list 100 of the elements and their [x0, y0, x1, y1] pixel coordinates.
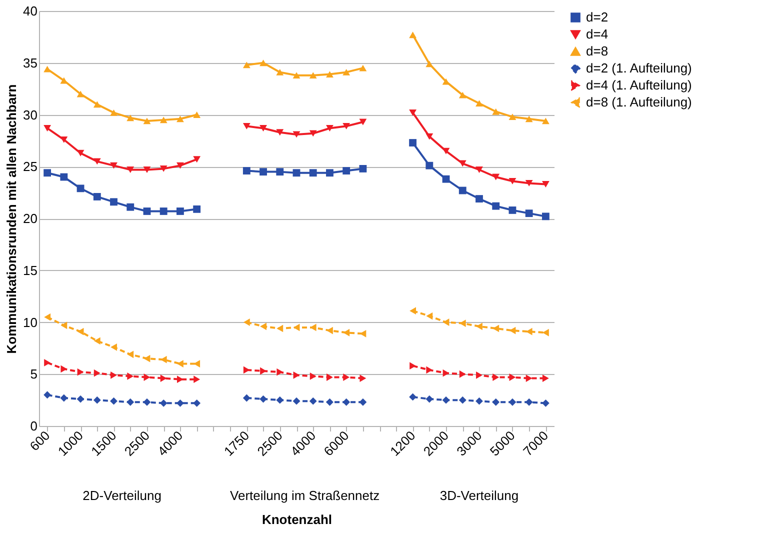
legend-label: d=8: [586, 44, 608, 58]
point: [110, 371, 117, 379]
point: [492, 108, 500, 115]
point: [542, 399, 550, 407]
point: [242, 122, 250, 130]
point: [77, 368, 84, 376]
y-tick-label: 35: [23, 55, 38, 70]
point: [160, 165, 168, 172]
point: [326, 169, 334, 177]
point: [342, 167, 350, 174]
point: [426, 133, 434, 140]
legend-label: d=4 (1. Aufteilung): [586, 78, 692, 92]
point: [542, 118, 550, 124]
point: [492, 324, 500, 332]
point: [260, 395, 267, 403]
point: [525, 398, 533, 406]
point: [326, 71, 334, 78]
point: [442, 318, 450, 326]
point: [260, 60, 267, 66]
point: [476, 371, 482, 379]
point: [177, 360, 184, 368]
point: [343, 374, 350, 381]
point: [243, 366, 250, 374]
point: [410, 362, 416, 370]
point: [276, 168, 284, 176]
point: [293, 371, 300, 379]
point: [359, 164, 367, 172]
point: [127, 350, 134, 358]
point: [242, 62, 250, 68]
point: [476, 100, 483, 107]
point: [360, 374, 366, 382]
point: [143, 118, 151, 124]
y-tick-label: 0: [30, 418, 38, 434]
point: [442, 175, 450, 183]
point: [94, 369, 100, 377]
point: [260, 125, 267, 132]
point: [276, 368, 284, 376]
legend-label: d=2: [586, 10, 608, 24]
point: [126, 166, 134, 173]
text: 2D-Verteilung: [82, 488, 162, 503]
point: [94, 337, 100, 345]
point: [260, 367, 266, 375]
point: [177, 376, 184, 384]
point: [110, 198, 118, 206]
point: [458, 160, 466, 167]
point: [476, 166, 483, 173]
point: [44, 313, 51, 321]
point: [509, 326, 516, 334]
point: [492, 174, 500, 180]
point: [476, 322, 482, 330]
point: [44, 169, 52, 177]
point: [310, 372, 316, 380]
point: [276, 396, 284, 404]
point: [127, 372, 134, 380]
point: [76, 150, 84, 156]
point: [126, 398, 134, 406]
point: [309, 397, 317, 405]
point: [426, 162, 434, 170]
point: [359, 398, 367, 406]
point: [60, 136, 68, 143]
point: [508, 178, 516, 184]
point: [144, 354, 150, 362]
y-tick-label: 5: [30, 366, 38, 382]
y-axis-title: Kommunikationsrunden mit allen Nachbarn: [4, 84, 20, 354]
y-tick-label: 20: [23, 211, 38, 226]
point: [526, 374, 532, 382]
point: [359, 118, 367, 126]
point: [143, 208, 151, 215]
point: [442, 396, 450, 404]
x-axis-title: Knotenzahl: [262, 512, 332, 527]
point: [293, 324, 300, 332]
point: [309, 130, 317, 137]
point: [93, 101, 101, 108]
point: [242, 394, 250, 402]
point: [44, 359, 51, 366]
point: [326, 125, 334, 132]
point: [492, 374, 500, 381]
point: [458, 396, 466, 404]
point: [193, 112, 201, 118]
point: [525, 116, 533, 122]
point: [60, 173, 68, 181]
point: [442, 369, 450, 377]
point: [410, 307, 416, 315]
y-tick-label: 10: [23, 314, 38, 330]
point: [476, 195, 483, 202]
point: [326, 398, 334, 406]
point: [342, 122, 350, 130]
point: [409, 109, 416, 116]
point: [326, 326, 333, 334]
point: [143, 398, 151, 406]
point: [492, 398, 500, 406]
point: [342, 398, 350, 406]
point: [193, 156, 201, 163]
point: [542, 374, 549, 382]
point: [426, 395, 434, 403]
point: [193, 399, 201, 407]
point: [409, 32, 416, 38]
point: [409, 393, 416, 401]
point: [110, 397, 118, 405]
point: [176, 116, 184, 122]
